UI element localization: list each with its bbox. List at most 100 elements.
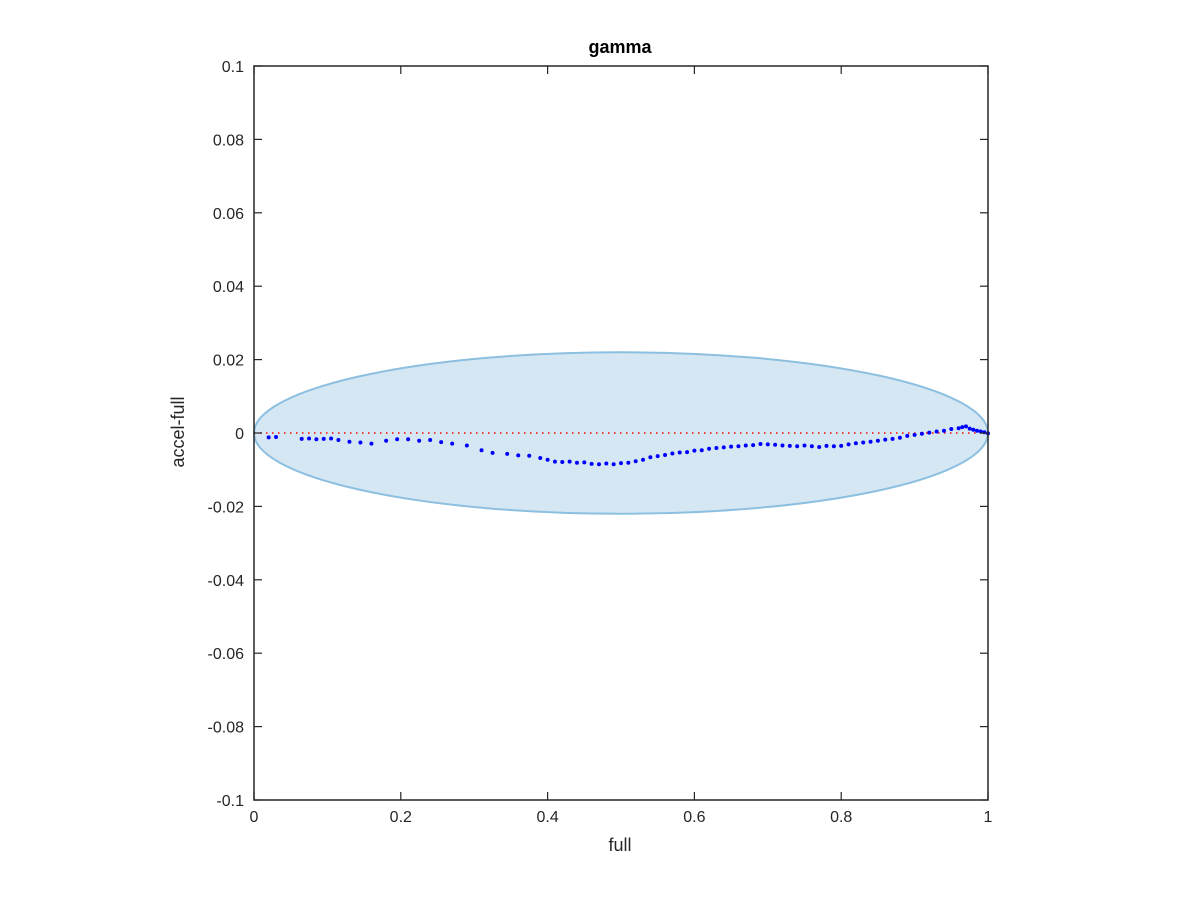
data-point <box>787 443 792 448</box>
data-point <box>439 440 444 445</box>
data-point <box>358 440 363 445</box>
x-tick-label: 0 <box>250 809 259 826</box>
data-point <box>890 436 895 441</box>
data-point <box>839 443 844 448</box>
y-axis-label: accel-full <box>168 396 188 467</box>
data-point <box>670 451 675 456</box>
data-point <box>982 430 987 435</box>
data-point <box>384 438 389 443</box>
data-point <box>479 448 484 453</box>
data-point <box>707 446 712 451</box>
data-point <box>574 460 579 465</box>
data-point <box>648 455 653 460</box>
y-tick-label: -0.04 <box>208 573 245 590</box>
data-point <box>314 437 319 442</box>
data-point <box>266 435 271 440</box>
y-tick-label: -0.08 <box>208 720 245 737</box>
data-point <box>464 443 469 448</box>
data-point <box>743 443 748 448</box>
data-point <box>516 453 521 458</box>
data-point <box>846 442 851 447</box>
data-point <box>751 443 756 448</box>
y-tick-label: 0.02 <box>213 353 244 370</box>
data-point <box>927 430 932 435</box>
y-tick-label: 0.08 <box>213 132 244 149</box>
data-point <box>780 443 785 448</box>
x-tick-label: 0.4 <box>536 809 558 826</box>
data-point <box>406 437 411 442</box>
data-point <box>934 429 939 434</box>
data-point <box>567 459 572 464</box>
data-point <box>883 437 888 442</box>
data-point <box>941 428 946 433</box>
data-point <box>321 436 326 441</box>
data-point <box>582 460 587 465</box>
data-point <box>809 444 814 449</box>
data-point <box>505 451 510 456</box>
data-point <box>274 435 279 440</box>
data-point <box>417 438 422 443</box>
data-point <box>538 455 543 460</box>
y-tick-label: -0.02 <box>208 499 245 516</box>
x-axis-label: full <box>608 835 631 855</box>
y-tick-label: -0.1 <box>216 793 244 810</box>
data-point <box>307 436 312 441</box>
data-point <box>765 442 770 447</box>
data-point <box>552 459 557 464</box>
data-point <box>758 442 763 447</box>
data-point <box>395 437 400 442</box>
x-tick-label: 0.2 <box>390 809 412 826</box>
data-point <box>428 437 433 442</box>
y-tick-label: 0.06 <box>213 206 244 223</box>
data-point <box>347 439 352 444</box>
x-tick-label: 0.8 <box>830 809 852 826</box>
data-point <box>729 444 734 449</box>
data-point <box>655 454 660 459</box>
data-point <box>817 444 822 449</box>
data-point <box>824 443 829 448</box>
data-point <box>369 441 374 446</box>
data-point <box>974 428 979 433</box>
data-point <box>685 450 690 455</box>
data-point <box>963 424 968 429</box>
data-point <box>299 436 304 441</box>
data-point <box>336 437 341 442</box>
data-point <box>736 444 741 449</box>
data-point <box>919 431 924 436</box>
data-point <box>560 459 565 464</box>
data-point <box>626 460 631 465</box>
data-point <box>795 444 800 449</box>
data-point <box>633 459 638 464</box>
data-point <box>967 426 972 431</box>
data-point <box>596 462 601 467</box>
data-point <box>721 445 726 450</box>
data-point <box>971 427 976 432</box>
data-point <box>527 453 532 458</box>
data-point <box>802 443 807 448</box>
data-point <box>490 450 495 455</box>
data-point <box>897 435 902 440</box>
data-point <box>329 436 334 441</box>
plot-area: 0 0.2 0.4 0.6 0.8 1 0.1 0.08 0.06 0.04 0.02 0 -0.02 -… <box>208 59 993 826</box>
data-point <box>545 457 550 462</box>
data-point <box>831 444 836 449</box>
data-point <box>589 461 594 466</box>
data-point <box>641 457 646 462</box>
data-point <box>619 461 623 466</box>
data-point <box>905 433 910 438</box>
x-tick-label: 1 <box>984 809 993 826</box>
data-point <box>956 426 961 431</box>
data-point <box>949 426 954 431</box>
data-point <box>960 425 965 430</box>
data-point <box>677 450 682 455</box>
data-point <box>611 462 616 467</box>
data-point <box>868 439 873 444</box>
data-point <box>663 453 668 458</box>
y-tick-label: 0 <box>235 426 244 443</box>
y-tick-label: 0.1 <box>222 59 244 76</box>
y-tick-label: 0.04 <box>213 279 244 296</box>
data-point <box>773 442 778 447</box>
data-point <box>714 446 719 451</box>
chart-title: gamma <box>588 37 652 57</box>
